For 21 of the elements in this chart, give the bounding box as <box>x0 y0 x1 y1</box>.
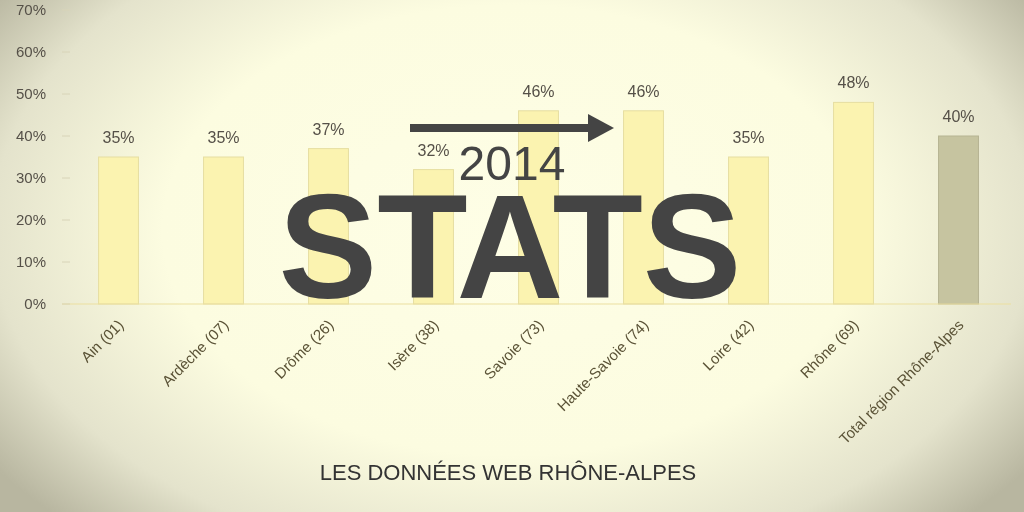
x-tick-label: Ain (01) <box>77 316 127 366</box>
data-label: 37% <box>312 120 345 138</box>
data-label: 46% <box>522 82 555 100</box>
annotation: 2014 <box>458 137 566 190</box>
y-tick-label: 30% <box>15 169 46 187</box>
text: LES DONNÉES WEB RHÔNE-ALPES <box>319 460 697 485</box>
data-label: 32% <box>417 141 450 159</box>
data-label: 40% <box>942 108 975 125</box>
data-label: 48% <box>837 74 870 92</box>
y-tick-label: 60% <box>15 43 46 61</box>
data-label: 35% <box>732 129 765 146</box>
data-label: 46% <box>627 82 660 100</box>
data-label: 35% <box>207 129 240 146</box>
data-label: 35% <box>102 129 135 146</box>
y-tick-label: 50% <box>15 85 46 103</box>
bar <box>938 135 979 305</box>
y-tick-label: 20% <box>15 211 46 229</box>
y-tick-label: 40% <box>15 127 46 145</box>
y-tick-label: 70% <box>15 1 46 19</box>
y-tick-label: 0% <box>24 295 46 313</box>
y-tick-label: 10% <box>15 253 46 271</box>
